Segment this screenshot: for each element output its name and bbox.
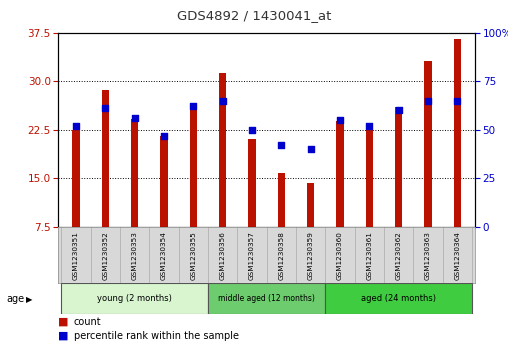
Text: age: age bbox=[6, 294, 24, 305]
Point bbox=[365, 123, 373, 129]
Text: GSM1230358: GSM1230358 bbox=[278, 231, 284, 280]
Bar bbox=[131, 119, 138, 227]
Point bbox=[131, 115, 139, 121]
Text: GSM1230357: GSM1230357 bbox=[249, 231, 255, 280]
Point bbox=[248, 127, 256, 133]
Point bbox=[189, 103, 198, 109]
Point bbox=[336, 117, 344, 123]
Text: GSM1230352: GSM1230352 bbox=[102, 231, 108, 280]
Bar bbox=[161, 136, 168, 227]
Text: GDS4892 / 1430041_at: GDS4892 / 1430041_at bbox=[177, 9, 331, 22]
Text: young (2 months): young (2 months) bbox=[97, 294, 172, 303]
Bar bbox=[219, 73, 227, 227]
Point bbox=[453, 98, 461, 103]
Bar bbox=[307, 183, 314, 227]
Bar bbox=[278, 173, 285, 227]
Text: GSM1230356: GSM1230356 bbox=[219, 231, 226, 280]
Text: GSM1230354: GSM1230354 bbox=[161, 231, 167, 280]
Text: GSM1230351: GSM1230351 bbox=[73, 231, 79, 280]
Text: ■: ■ bbox=[58, 317, 69, 327]
Text: middle aged (12 months): middle aged (12 months) bbox=[218, 294, 315, 303]
Point bbox=[277, 142, 285, 148]
Bar bbox=[336, 121, 344, 227]
Text: GSM1230363: GSM1230363 bbox=[425, 231, 431, 280]
Bar bbox=[248, 139, 256, 227]
Text: aged (24 months): aged (24 months) bbox=[361, 294, 436, 303]
Bar bbox=[189, 109, 197, 227]
Text: GSM1230361: GSM1230361 bbox=[366, 231, 372, 280]
Point bbox=[424, 98, 432, 103]
Point bbox=[101, 106, 109, 111]
Text: percentile rank within the sample: percentile rank within the sample bbox=[74, 331, 239, 341]
Bar bbox=[395, 107, 402, 227]
Text: GSM1230362: GSM1230362 bbox=[396, 231, 402, 280]
Point bbox=[395, 107, 403, 113]
Text: GSM1230360: GSM1230360 bbox=[337, 231, 343, 280]
Bar bbox=[61, 283, 208, 314]
Bar bbox=[325, 283, 472, 314]
Bar bbox=[208, 283, 325, 314]
Point bbox=[72, 123, 80, 129]
Text: GSM1230364: GSM1230364 bbox=[454, 231, 460, 280]
Text: GSM1230353: GSM1230353 bbox=[132, 231, 138, 280]
Text: count: count bbox=[74, 317, 101, 327]
Bar bbox=[424, 61, 432, 227]
Bar bbox=[72, 130, 80, 227]
Point bbox=[218, 98, 227, 103]
Bar bbox=[102, 90, 109, 227]
Text: ▶: ▶ bbox=[26, 295, 33, 304]
Text: GSM1230355: GSM1230355 bbox=[190, 231, 197, 280]
Bar bbox=[454, 39, 461, 227]
Bar bbox=[366, 130, 373, 227]
Text: ■: ■ bbox=[58, 331, 69, 341]
Point bbox=[160, 133, 168, 139]
Point bbox=[307, 146, 315, 152]
Text: GSM1230359: GSM1230359 bbox=[308, 231, 314, 280]
